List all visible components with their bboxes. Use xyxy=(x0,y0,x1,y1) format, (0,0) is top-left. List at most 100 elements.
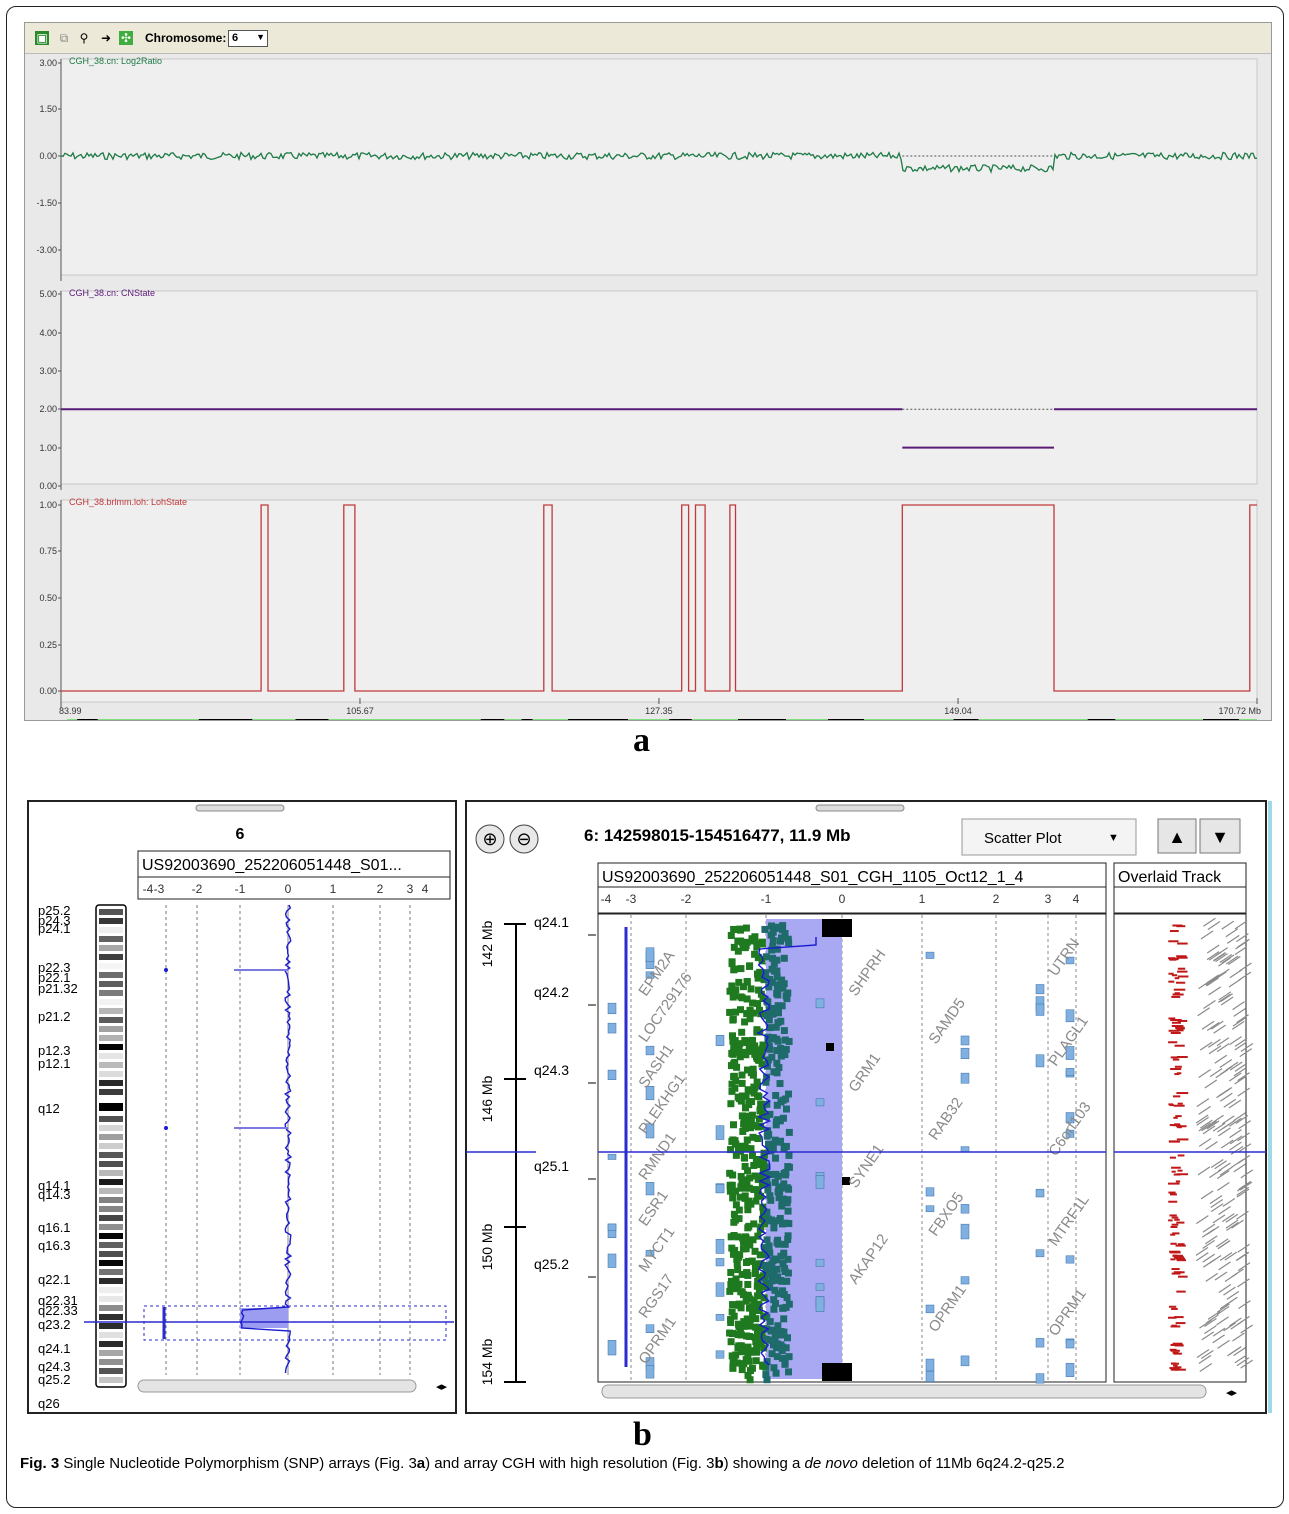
caption-italic: de novo xyxy=(804,1455,858,1472)
band-dark xyxy=(480,719,505,720)
scatter-point xyxy=(763,1236,771,1244)
gene-block xyxy=(607,1022,617,1034)
scatter-point xyxy=(781,929,789,937)
overlay-mark-grey xyxy=(1214,1054,1228,1064)
overlay-mark-grey xyxy=(1229,1117,1242,1127)
overlay-mark-grey xyxy=(1207,921,1221,931)
scatter-point xyxy=(730,1218,738,1226)
gene-block xyxy=(715,1184,725,1194)
overlay-mark-grey xyxy=(1196,1098,1210,1108)
zoom-fit-icon[interactable]: ✣ xyxy=(119,31,133,45)
overlay-mark-red xyxy=(1175,1257,1185,1260)
scatter-point xyxy=(728,1308,736,1316)
scatter-point xyxy=(774,985,782,993)
scatter-point xyxy=(727,1268,735,1276)
gene-block xyxy=(1035,1373,1045,1384)
left-outlier-point xyxy=(164,1126,168,1130)
overlay-mark-red xyxy=(1169,958,1177,961)
ideogram-band xyxy=(99,1368,123,1374)
scatter-point xyxy=(735,1206,743,1214)
scatter-point xyxy=(744,1351,752,1359)
scatter-point xyxy=(735,1280,743,1288)
binoculars-icon[interactable]: ⚲ xyxy=(79,31,89,45)
overlay-mark-grey xyxy=(1237,1278,1250,1288)
ideogram-band xyxy=(99,1269,123,1275)
ideogram-band xyxy=(99,936,123,942)
overlay-mark-red xyxy=(1177,1029,1184,1032)
scatter-point xyxy=(783,1184,791,1192)
scatter-point xyxy=(773,945,781,953)
overlay-mark-grey xyxy=(1225,1213,1239,1223)
overlay-mark-grey xyxy=(1218,1283,1232,1293)
scatter-point xyxy=(742,1297,750,1305)
band-light xyxy=(108,719,172,720)
scatter-point xyxy=(739,983,747,991)
scatter-point xyxy=(768,1327,776,1335)
y-tick-label: -3.00 xyxy=(36,245,57,255)
overlay-mark-red xyxy=(1170,1031,1181,1034)
scatter-point xyxy=(761,969,769,977)
scatter-point xyxy=(779,1304,787,1312)
overlay-mark-grey xyxy=(1235,1115,1249,1125)
scatter-point xyxy=(772,1256,780,1264)
scatter-point xyxy=(763,1208,771,1216)
band-dark xyxy=(669,719,692,720)
overlay-mark-red xyxy=(1174,1073,1180,1076)
overlay-mark-red xyxy=(1175,1244,1186,1247)
scatter-point xyxy=(769,954,777,962)
overlay-mark-red xyxy=(1171,1025,1184,1028)
overlay-mark-red xyxy=(1175,1115,1182,1118)
scatter-point xyxy=(731,1140,739,1148)
scatter-point xyxy=(750,1220,758,1228)
scatter-point xyxy=(730,1042,738,1050)
overlay-mark-grey xyxy=(1236,1014,1249,1024)
overlay-mark-red xyxy=(1175,1322,1186,1325)
scatter-point xyxy=(732,1275,740,1283)
gene-block xyxy=(960,1276,970,1285)
overlay-mark-grey xyxy=(1228,978,1242,988)
gene-block xyxy=(925,1304,935,1314)
scatter-point xyxy=(746,1006,754,1014)
loh-series-line xyxy=(61,504,1257,692)
overlay-mark-red xyxy=(1173,1364,1178,1367)
scatter-point xyxy=(746,1174,754,1182)
scatter-point xyxy=(771,1217,779,1225)
copy-icon[interactable]: ⧉ xyxy=(59,31,69,45)
overlay-mark-red xyxy=(1171,1170,1176,1173)
overlay-mark-red xyxy=(1177,1275,1188,1278)
scatter-point xyxy=(749,1236,757,1244)
overlay-mark-grey xyxy=(1196,1349,1210,1359)
overlay-mark-grey xyxy=(1206,1022,1220,1032)
overlay-mark-grey xyxy=(1225,1061,1239,1071)
left-scale-label: 2 xyxy=(377,882,384,896)
left-band-label: q25.2 xyxy=(38,1372,71,1387)
scatter-point xyxy=(732,986,740,994)
overlay-mark-grey xyxy=(1204,1235,1218,1245)
deletion-selection-box xyxy=(143,1305,447,1341)
scatter-point xyxy=(766,1110,774,1118)
right-scale-label: -1 xyxy=(761,892,772,906)
scatter-point xyxy=(765,1016,773,1024)
scatter-point xyxy=(751,1260,759,1268)
overlay-mark-grey xyxy=(1228,1317,1242,1327)
scatter-point xyxy=(778,1002,786,1010)
overlay-mark-grey xyxy=(1206,1225,1220,1235)
arrow-right-icon[interactable]: ➜ xyxy=(100,31,112,45)
scatter-point xyxy=(751,950,759,958)
scatter-point xyxy=(783,1294,791,1302)
scatter-point xyxy=(764,1186,772,1194)
overlay-mark-grey xyxy=(1234,1037,1248,1047)
caption-b: b xyxy=(714,1455,724,1472)
ideogram-band xyxy=(99,1161,123,1167)
overlay-mark-red xyxy=(1172,1342,1183,1345)
scatter-point xyxy=(749,1036,757,1044)
x-tick-label: 105.67 xyxy=(346,706,374,716)
left-scale-label: -3 xyxy=(154,882,165,896)
left-band-label: q22.31 xyxy=(38,1293,78,1308)
plot-type-label: Scatter Plot xyxy=(984,830,1062,847)
scatter-point xyxy=(771,1178,779,1186)
app-icon[interactable]: ▣ xyxy=(35,31,49,45)
scatter-point xyxy=(762,1371,770,1379)
overlay-mark-grey xyxy=(1220,993,1233,1003)
chromosome-select[interactable]: 6 ▼ xyxy=(228,30,268,47)
